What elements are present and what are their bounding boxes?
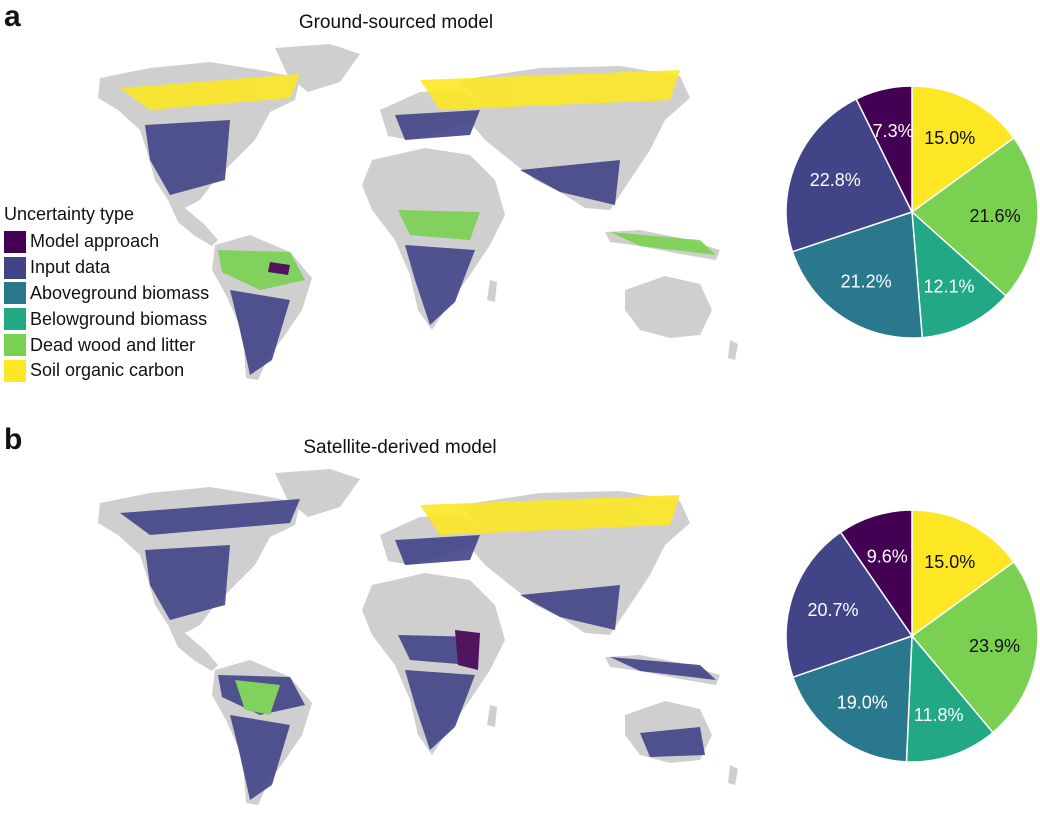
uncertainty-region [398, 210, 480, 240]
uncertainty-region [230, 715, 290, 800]
pie-chart-ground: 15.0% 21.6% 12.1% 21.2% 22.8% 7.3% [785, 85, 1039, 339]
continent-new-zealand [728, 340, 738, 360]
legend-item-belowground-biomass: Belowground biomass [4, 306, 209, 332]
pie-slice-label: 20.7% [807, 600, 858, 620]
pie-slice-input-data [785, 98, 914, 253]
uncertainty-region [120, 74, 300, 110]
legend-item-aboveground-biomass: Aboveground biomass [4, 281, 209, 307]
continent-madagascar [487, 705, 497, 727]
pie-slice-label: 21.2% [841, 271, 892, 291]
pie-slice-aboveground-biomass [791, 210, 924, 339]
panel-letter-a: a [4, 0, 21, 33]
pie-slice-model-approach [839, 509, 913, 639]
panel-letter-b: b [4, 423, 23, 456]
uncertainty-region [235, 680, 280, 715]
legend-item-dead-wood-litter: Dead wood and litter [4, 332, 209, 358]
uncertainty-region [405, 670, 475, 750]
legend-swatch [4, 359, 26, 382]
legend: Uncertainty type Model approach Input da… [4, 203, 209, 384]
legend-label: Aboveground biomass [30, 282, 210, 303]
pie-slice-soil-organic-carbon [911, 85, 1015, 214]
uncertainty-region [420, 70, 680, 110]
pie-slice-label: 19.0% [837, 693, 888, 713]
world-map-ground [98, 44, 738, 380]
legend-swatch [4, 308, 26, 331]
legend-item-input-data: Input data [4, 255, 209, 281]
legend-label: Input data [30, 257, 111, 278]
uncertainty-region [520, 160, 620, 205]
uncertainty-region [395, 110, 480, 140]
pie-slice-label: 21.6% [970, 206, 1021, 226]
uncertainty-region [455, 630, 480, 670]
pie-slice-label: 22.8% [810, 170, 861, 190]
legend-label: Model approach [30, 231, 160, 252]
map-title-ground: Ground-sourced model [298, 12, 494, 33]
pie-slice-label: 15.0% [924, 552, 975, 572]
continent-new-zealand [728, 765, 738, 785]
map-title-satellite: Satellite-derived model [303, 437, 497, 458]
uncertainty-region [640, 727, 705, 757]
uncertainty-region [420, 495, 680, 535]
uncertainty-region [520, 585, 620, 630]
uncertainty-region [610, 657, 716, 680]
legend-item-soil-organic-carbon: Soil organic carbon [4, 358, 209, 384]
pie-chart-satellite: 15.0% 23.9% 11.8% 19.0% 20.7% 9.6% [785, 509, 1039, 763]
uncertainty-region [230, 290, 290, 375]
legend-swatch [4, 334, 26, 357]
pie-slice-label: 7.3% [873, 121, 914, 141]
legend-item-model-approach: Model approach [4, 229, 209, 255]
continent-australia [625, 276, 712, 338]
legend-swatch [4, 230, 26, 253]
legend-label: Soil organic carbon [30, 360, 185, 381]
pie-slice-soil-organic-carbon [911, 509, 1015, 638]
legend-label: Belowground biomass [30, 308, 208, 329]
pie-slice-model-approach [855, 85, 913, 213]
legend-swatch [4, 256, 26, 279]
continent-africa [362, 148, 505, 330]
continent-central-america [168, 625, 218, 671]
legend-swatch [4, 282, 26, 305]
pie-slice-dead-wood-and-litter [910, 136, 1039, 297]
continent-central-america [168, 200, 218, 246]
pie-slice-dead-wood-and-litter [910, 560, 1039, 734]
pie-slice-belowground-biomass [905, 634, 994, 763]
uncertainty-region [145, 120, 230, 195]
pie-slice-label: 15.0% [924, 128, 975, 148]
legend-title: Uncertainty type [4, 204, 135, 224]
uncertainty-overlay [120, 495, 716, 800]
uncertainty-region [405, 245, 475, 325]
continent-africa [362, 573, 505, 755]
legend-label: Dead wood and litter [30, 334, 196, 355]
uncertainty-region [395, 535, 480, 565]
pie-slice-input-data [785, 531, 914, 679]
pie-slice-label: 9.6% [867, 547, 908, 567]
uncertainty-region [145, 545, 230, 620]
uncertainty-region [268, 262, 290, 275]
world-map-satellite [98, 469, 738, 805]
uncertainty-region [120, 499, 300, 535]
pie-slice-label: 11.8% [914, 705, 964, 725]
pie-slice-belowground-biomass [911, 210, 1008, 339]
pie-slice-label: 23.9% [969, 636, 1020, 656]
pie-slice-label: 12.1% [924, 276, 975, 296]
uncertainty-overlay [120, 70, 716, 375]
uncertainty-region [218, 250, 305, 290]
uncertainty-region [610, 232, 716, 255]
continent-madagascar [487, 280, 497, 302]
